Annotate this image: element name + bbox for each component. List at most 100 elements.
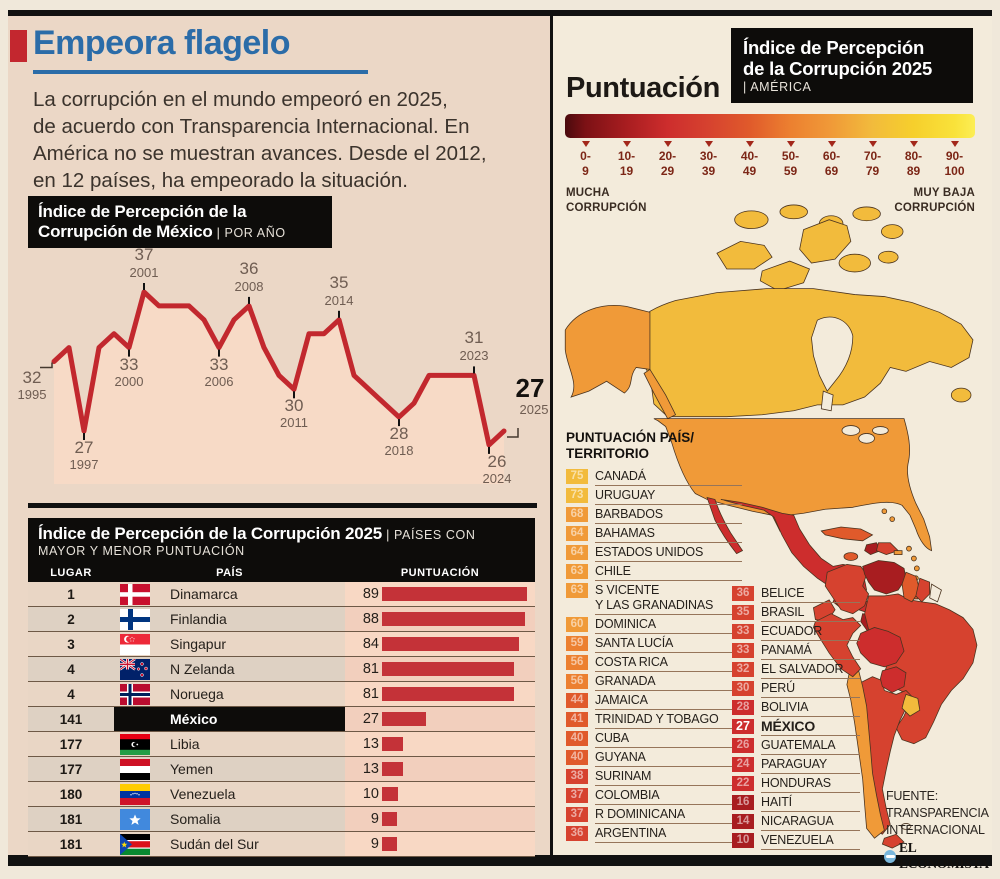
list-item: 63 S VICENTE Y LAS GRANADINAS: [566, 583, 742, 616]
list-item: 64 ESTADOS UNIDOS: [566, 545, 742, 563]
country-name: DOMINICA: [595, 617, 742, 635]
list-item: 75 CANADÁ: [566, 469, 742, 487]
list-item: 64 BAHAMAS: [566, 526, 742, 544]
score-chip: 37: [566, 807, 588, 823]
country-name: México: [170, 711, 218, 727]
list-item: 41 TRINIDAD Y TOBAGO: [566, 712, 742, 730]
so-flag: [120, 808, 150, 830]
rank-cell: 3: [67, 636, 75, 652]
scale-bucket-label: 50- 59: [781, 149, 800, 178]
country-name: TRINIDAD Y TOBAGO: [595, 712, 742, 730]
score-list-header: PUNTUACIÓN PAÍS/ TERRITORIO: [566, 430, 695, 462]
country-name: MÉXICO: [761, 719, 860, 736]
rank-cell: 177: [59, 761, 83, 777]
map-region-venezuela: [862, 560, 907, 595]
ss-flag-icon: [120, 833, 150, 855]
map-region-canada: [627, 288, 974, 418]
rank-cell: 181: [59, 811, 83, 827]
score-cell: 10: [345, 782, 535, 806]
score-chip: 35: [732, 605, 754, 620]
score-chip: 30: [732, 681, 754, 696]
list-item: 27 MÉXICO: [732, 719, 860, 736]
list-item: 73 URUGUAY: [566, 488, 742, 506]
score-chip: 40: [566, 750, 588, 766]
country-name: Yemen: [170, 761, 214, 777]
list-item: 38 SURINAM: [566, 769, 742, 787]
score-bar: [382, 712, 426, 726]
score-chip: 60: [566, 617, 588, 633]
map-region-usa: [653, 418, 933, 552]
map-arctic: [716, 204, 904, 292]
score-chip: 44: [566, 693, 588, 709]
dk-flag-icon: [120, 583, 150, 605]
ranking-table-body: 1 Dinamarca 89 2 Finlandia 88 3 Singapur 84 4 N Ze…: [28, 582, 535, 857]
map-region-alaska: [564, 305, 651, 398]
country-name: Noruega: [170, 686, 224, 702]
score-bar: [382, 612, 526, 626]
country-name: CUBA: [595, 731, 742, 749]
color-scale-buckets: 0- 9 10- 19 20- 29 30- 39 40- 49 50- 59 60- 69…: [565, 141, 975, 179]
scale-tick-icon: [786, 141, 795, 147]
scale-tick-icon: [704, 141, 713, 147]
country-cell: Yemen: [114, 757, 345, 781]
rank-cell: 4: [67, 686, 75, 702]
ranking-table-header: Índice de Percepción de la Corrupción 20…: [28, 518, 535, 564]
score-cell: 9: [345, 832, 535, 856]
scale-bucket: 50- 59: [770, 141, 811, 179]
country-name: BRASIL: [761, 605, 860, 622]
scale-bucket-label: 30- 39: [699, 149, 718, 178]
country-name: ECUADOR: [761, 624, 860, 641]
ly-flag-icon: [120, 733, 150, 755]
country-name: BARBADOS: [595, 507, 742, 525]
country-cell: Finlandia: [114, 607, 345, 631]
no-flag-icon: [120, 683, 150, 705]
country-name: CANADÁ: [595, 469, 742, 487]
title-underline: [33, 70, 368, 74]
ye-flag-icon: [120, 758, 150, 780]
ranking-table-tag1: | PAÍSES CON: [382, 528, 476, 542]
list-item: 35 BRASIL: [732, 605, 860, 622]
country-name: Venezuela: [170, 786, 236, 802]
score-cell: 81: [345, 682, 535, 706]
scale-tick-icon: [827, 141, 836, 147]
country-name: COSTA RICA: [595, 655, 742, 673]
score-chip: 56: [566, 655, 588, 671]
list-item: 59 SANTA LUCÍA: [566, 636, 742, 654]
scale-bucket: 10- 19: [606, 141, 647, 179]
ve-flag-icon: [120, 783, 150, 805]
line-chart-area: [54, 292, 504, 484]
america-title-line2: de la Corrupción 2025: [743, 58, 933, 80]
list-item: 24 PARAGUAY: [732, 757, 860, 774]
score-chip: 75: [566, 469, 588, 485]
country-cell: N Zelanda: [114, 657, 345, 681]
color-scale-gradient: [565, 114, 975, 138]
mexico-chart-title-line1: Índice de Percepción de la: [38, 202, 247, 221]
country-name: Somalia: [170, 811, 221, 827]
score-value: 13: [362, 761, 379, 777]
score-cell: 88: [345, 607, 535, 631]
list-item: 36 ARGENTINA: [566, 826, 742, 844]
rank-cell: 177: [59, 736, 83, 752]
table-row: 3 Singapur 84: [28, 632, 535, 657]
score-bar: [382, 837, 397, 851]
country-name: NICARAGUA: [761, 814, 860, 831]
country-name: S VICENTE Y LAS GRANADINAS: [595, 583, 742, 616]
score-chip: 64: [566, 545, 588, 561]
map-region-guayana-fr: [929, 583, 942, 603]
table-row: 181 Somalia 9: [28, 807, 535, 832]
list-item: 16 HAITÍ: [732, 795, 860, 812]
country-name: SURINAM: [595, 769, 742, 787]
mexico-chart-header: Índice de Percepción de la Corrupción de…: [28, 196, 332, 248]
country-name: EL SALVADOR: [761, 662, 860, 679]
country-name: GUYANA: [595, 750, 742, 768]
country-name: BAHAMAS: [595, 526, 742, 544]
country-name: Singapur: [170, 636, 227, 652]
list-item: 14 NICARAGUA: [732, 814, 860, 831]
dk-flag: [120, 583, 150, 605]
scale-tick-icon: [950, 141, 959, 147]
rank-cell: 180: [59, 786, 83, 802]
score-bar: [382, 662, 515, 676]
scale-tick-icon: [868, 141, 877, 147]
america-map-header: Índice de Percepción de la Corrupción 20…: [731, 28, 973, 103]
ranking-table-title: Índice de Percepción de la Corrupción 20…: [38, 524, 382, 543]
